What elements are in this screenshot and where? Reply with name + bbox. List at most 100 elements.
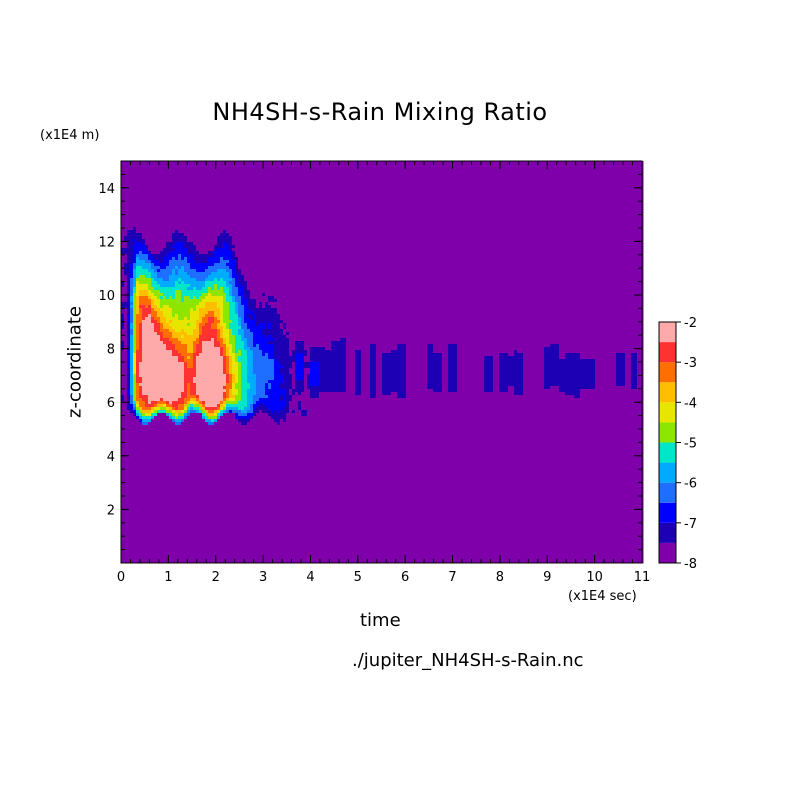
contour-cell bbox=[166, 161, 170, 165]
contour-cell bbox=[211, 545, 215, 549]
contour-cell bbox=[196, 542, 200, 546]
contour-cell bbox=[181, 188, 185, 192]
contour-cell bbox=[202, 425, 206, 429]
contour-cell bbox=[166, 260, 170, 264]
contour-cell bbox=[190, 200, 194, 204]
contour-cell bbox=[220, 473, 224, 477]
contour-cell bbox=[145, 281, 149, 285]
contour-cell bbox=[184, 296, 188, 300]
contour-cell bbox=[205, 485, 209, 489]
contour-cell bbox=[160, 275, 164, 279]
contour-cell bbox=[226, 335, 230, 339]
contour-cell bbox=[142, 380, 146, 384]
contour-cell bbox=[196, 404, 200, 408]
contour-cell bbox=[151, 368, 155, 372]
contour-cell bbox=[154, 254, 158, 258]
contour-cell bbox=[217, 392, 221, 396]
contour-cell bbox=[142, 191, 146, 195]
contour-cell bbox=[151, 488, 155, 492]
contour-cell bbox=[229, 434, 233, 438]
contour-cell bbox=[160, 347, 164, 351]
contour-cell bbox=[181, 539, 185, 543]
contour-cell bbox=[148, 233, 152, 237]
contour-cell bbox=[196, 479, 200, 483]
contour-cell bbox=[148, 464, 152, 468]
contour-cell bbox=[160, 296, 164, 300]
contour-cell bbox=[166, 323, 170, 327]
contour-cell bbox=[151, 476, 155, 480]
contour-cell bbox=[145, 218, 149, 222]
contour-cell bbox=[151, 515, 155, 519]
contour-cell bbox=[223, 308, 227, 312]
contour-cell bbox=[148, 497, 152, 501]
contour-cell bbox=[205, 461, 209, 465]
contour-cell bbox=[139, 476, 143, 480]
contour-cell bbox=[160, 473, 164, 477]
contour-cell bbox=[181, 404, 185, 408]
contour-cell bbox=[142, 455, 146, 459]
contour-cell bbox=[127, 272, 131, 276]
contour-cell bbox=[190, 410, 194, 414]
contour-cell bbox=[127, 557, 131, 561]
contour-cell bbox=[229, 407, 233, 411]
contour-cell bbox=[154, 188, 158, 192]
contour-cell bbox=[211, 422, 215, 426]
contour-cell bbox=[166, 266, 170, 270]
contour-cell bbox=[121, 233, 125, 237]
contour-cell bbox=[211, 320, 215, 324]
contour-cell bbox=[163, 275, 167, 279]
contour-cell bbox=[154, 215, 158, 219]
contour-cell bbox=[136, 464, 140, 468]
contour-cell bbox=[220, 314, 224, 318]
contour-cell bbox=[229, 203, 233, 207]
contour-cell bbox=[172, 239, 176, 243]
contour-cell bbox=[175, 311, 179, 315]
contour-cell bbox=[220, 503, 224, 507]
contour-cell bbox=[211, 407, 215, 411]
contour-cell bbox=[205, 446, 209, 450]
contour-cell bbox=[124, 449, 128, 453]
contour-cell bbox=[178, 350, 182, 354]
contour-cell bbox=[223, 353, 227, 357]
contour-cell bbox=[226, 551, 230, 555]
contour-cell bbox=[217, 371, 221, 375]
contour-cell bbox=[163, 248, 167, 252]
contour-cell bbox=[169, 281, 173, 285]
contour-cell bbox=[151, 254, 155, 258]
contour-cell bbox=[163, 188, 167, 192]
contour-cell bbox=[121, 515, 125, 519]
contour-cell bbox=[163, 539, 167, 543]
contour-cell bbox=[166, 401, 170, 405]
contour-cell bbox=[163, 200, 167, 204]
contour-cell bbox=[133, 209, 137, 213]
contour-cell bbox=[130, 353, 134, 357]
contour-cell bbox=[151, 536, 155, 540]
contour-cell bbox=[121, 335, 125, 339]
contour-cell bbox=[196, 500, 200, 504]
contour-cell bbox=[217, 284, 221, 288]
contour-cell bbox=[133, 284, 137, 288]
contour-cell bbox=[214, 449, 218, 453]
contour-cell bbox=[229, 272, 233, 276]
contour-cell bbox=[139, 227, 143, 231]
contour-cell bbox=[145, 278, 149, 282]
contour-cell bbox=[229, 530, 233, 534]
contour-cell bbox=[232, 224, 236, 228]
contour-cell bbox=[220, 248, 224, 252]
contour-cell bbox=[190, 470, 194, 474]
contour-cell bbox=[220, 293, 224, 297]
contour-cell bbox=[199, 287, 203, 291]
contour-cell bbox=[196, 260, 200, 264]
contour-cell bbox=[136, 341, 140, 345]
contour-cell bbox=[151, 239, 155, 243]
contour-cell bbox=[121, 425, 125, 429]
contour-cell bbox=[178, 164, 182, 168]
contour-cell bbox=[193, 395, 197, 399]
contour-cell bbox=[181, 395, 185, 399]
contour-cell bbox=[190, 413, 194, 417]
contour-cell bbox=[151, 554, 155, 558]
contour-cell bbox=[163, 305, 167, 309]
contour-cell bbox=[136, 536, 140, 540]
contour-cell bbox=[145, 302, 149, 306]
contour-cell bbox=[148, 320, 152, 324]
